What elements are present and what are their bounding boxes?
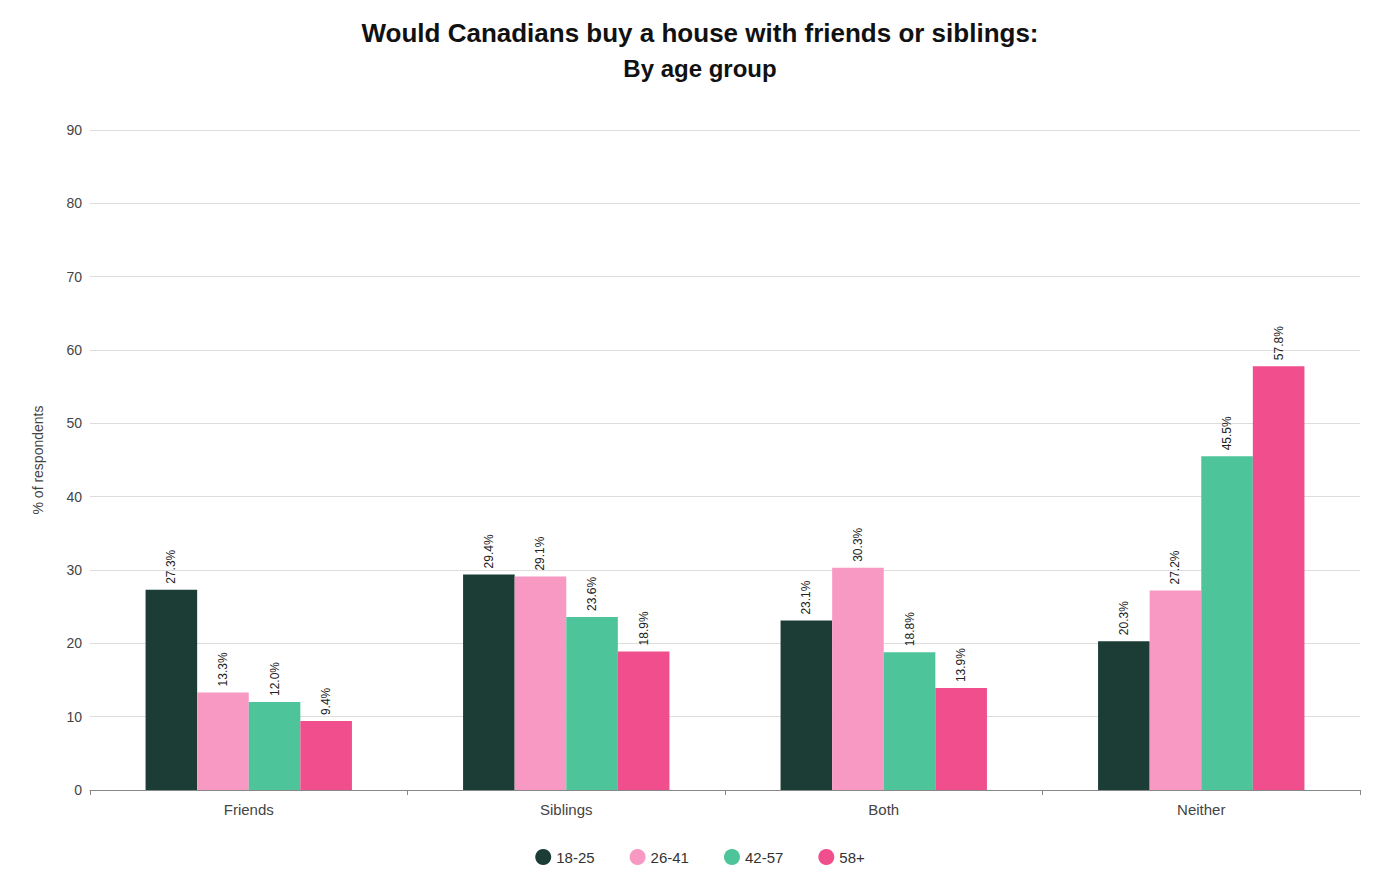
svg-text:27.3%: 27.3% xyxy=(164,549,178,583)
svg-text:70: 70 xyxy=(66,269,82,285)
svg-text:42-57: 42-57 xyxy=(745,849,783,866)
svg-text:57.8%: 57.8% xyxy=(1272,326,1286,360)
svg-text:50: 50 xyxy=(66,415,82,431)
svg-text:Both: Both xyxy=(868,801,899,818)
svg-text:13.3%: 13.3% xyxy=(216,652,230,686)
svg-text:60: 60 xyxy=(66,342,82,358)
svg-text:90: 90 xyxy=(66,122,82,138)
svg-text:30: 30 xyxy=(66,562,82,578)
svg-text:23.1%: 23.1% xyxy=(799,580,813,614)
svg-text:23.6%: 23.6% xyxy=(585,577,599,611)
svg-text:29.1%: 29.1% xyxy=(533,536,547,570)
svg-text:12.0%: 12.0% xyxy=(268,662,282,696)
svg-text:13.9%: 13.9% xyxy=(954,648,968,682)
svg-text:Siblings: Siblings xyxy=(540,801,593,818)
svg-text:26-41: 26-41 xyxy=(651,849,689,866)
svg-text:30.3%: 30.3% xyxy=(851,527,865,561)
svg-text:18.9%: 18.9% xyxy=(637,611,651,645)
svg-text:9.4%: 9.4% xyxy=(319,687,333,715)
svg-text:27.2%: 27.2% xyxy=(1168,550,1182,584)
svg-text:20.3%: 20.3% xyxy=(1117,601,1131,635)
svg-text:Neither: Neither xyxy=(1177,801,1225,818)
svg-text:% of respondents: % of respondents xyxy=(30,406,46,515)
svg-text:29.4%: 29.4% xyxy=(482,534,496,568)
svg-text:18.8%: 18.8% xyxy=(903,612,917,646)
svg-text:40: 40 xyxy=(66,489,82,505)
svg-text:80: 80 xyxy=(66,195,82,211)
svg-text:10: 10 xyxy=(66,709,82,725)
svg-text:45.5%: 45.5% xyxy=(1220,416,1234,450)
svg-text:20: 20 xyxy=(66,635,82,651)
svg-text:By age group: By age group xyxy=(623,55,776,82)
svg-text:Friends: Friends xyxy=(224,801,274,818)
svg-text:Would Canadians buy a house wi: Would Canadians buy a house with friends… xyxy=(361,18,1038,48)
svg-text:0: 0 xyxy=(74,782,82,798)
svg-text:58+: 58+ xyxy=(839,849,865,866)
svg-text:18-25: 18-25 xyxy=(556,849,594,866)
